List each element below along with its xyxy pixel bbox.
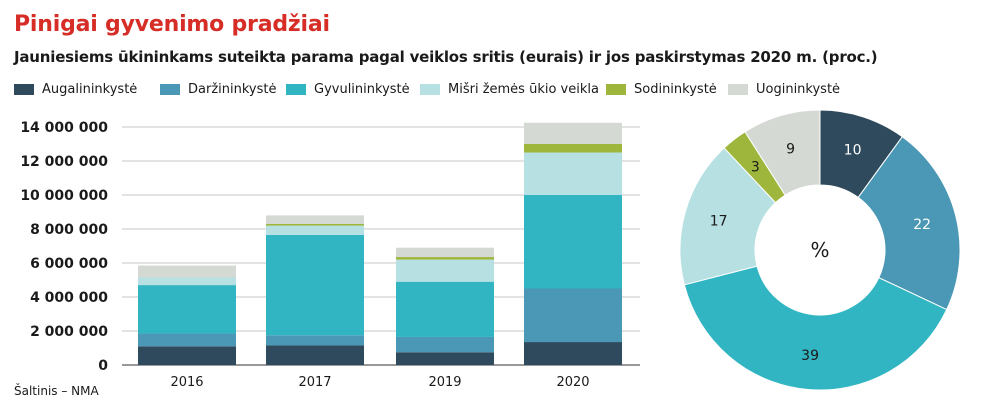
y-tick-label: 4 000 000 bbox=[30, 290, 108, 306]
legend-item-uogininkyste: Uogininkystė bbox=[728, 80, 840, 98]
bar-segment-darzininkyste-2016 bbox=[138, 333, 236, 347]
donut-value-label: 9 bbox=[786, 142, 795, 158]
bar-segment-misri-zemes-ukio-veikla-2019 bbox=[396, 259, 494, 282]
donut-value-label: 22 bbox=[913, 217, 931, 233]
donut-slice-gyvulininkyste bbox=[683, 265, 948, 391]
bar-segment-gyvulininkyste-2017 bbox=[266, 234, 364, 336]
legend-swatch bbox=[14, 83, 34, 95]
bar-segment-uogininkyste-2019 bbox=[396, 247, 494, 258]
legend-label: Uogininkystė bbox=[756, 81, 841, 97]
bar-segment-uogininkyste-2020 bbox=[524, 122, 622, 144]
x-tick-label: 2017 bbox=[298, 375, 331, 390]
legend-item-augalininkyste: Augalininkystė bbox=[14, 80, 137, 98]
y-tick-label: 10 000 000 bbox=[20, 188, 108, 204]
legend-item-misri-zemes-ukio-veikla: Mišri žemės ūkio veikla bbox=[420, 80, 599, 98]
y-tick-label: 0 bbox=[98, 358, 108, 374]
legend-swatch bbox=[606, 83, 626, 95]
bar-segment-darzininkyste-2017 bbox=[266, 335, 364, 346]
donut-slice-darzininkyste bbox=[857, 136, 961, 311]
bar-segment-gyvulininkyste-2019 bbox=[396, 281, 494, 337]
y-tick-label: 8 000 000 bbox=[30, 222, 108, 238]
bar-segment-uogininkyste-2017 bbox=[266, 215, 364, 224]
bar-segment-misri-zemes-ukio-veikla-2017 bbox=[266, 225, 364, 235]
chart-title: Pinigai gyvenimo pradžiai bbox=[14, 12, 330, 37]
legend-label: Gyvulininkystė bbox=[314, 81, 410, 97]
legend-swatch bbox=[728, 83, 748, 95]
chart-subtitle: Jauniesiems ūkininkams suteikta parama p… bbox=[14, 48, 878, 66]
legend-swatch bbox=[420, 83, 440, 95]
y-tick-label: 12 000 000 bbox=[20, 154, 108, 170]
bar-segment-misri-zemes-ukio-veikla-2020 bbox=[524, 152, 622, 195]
legend-label: Augalininkystė bbox=[42, 81, 138, 97]
bar-segment-sodininkyste-2020 bbox=[524, 144, 622, 153]
bar-segment-augalininkyste-2017 bbox=[266, 345, 364, 365]
legend-label: Mišri žemės ūkio veikla bbox=[448, 81, 599, 97]
x-tick-label: 2019 bbox=[428, 375, 461, 390]
bar-segment-gyvulininkyste-2016 bbox=[138, 285, 236, 334]
y-tick-label: 2 000 000 bbox=[30, 324, 108, 340]
legend-swatch bbox=[286, 83, 306, 95]
donut-center-label: % bbox=[810, 238, 829, 262]
bar-segment-gyvulininkyste-2020 bbox=[524, 195, 622, 289]
bar-segment-sodininkyste-2017 bbox=[266, 223, 364, 226]
bar-segment-darzininkyste-2019 bbox=[396, 336, 494, 353]
donut-value-label: 39 bbox=[801, 348, 819, 364]
legend-swatch bbox=[160, 83, 180, 95]
legend-label: Sodininkystė bbox=[634, 81, 717, 97]
legend-label: Daržininkystė bbox=[188, 81, 277, 97]
bar-segment-darzininkyste-2020 bbox=[524, 288, 622, 343]
donut-slice-uogininkyste bbox=[744, 109, 821, 196]
bar-segment-uogininkyste-2016 bbox=[138, 265, 236, 278]
y-tick-label: 6 000 000 bbox=[30, 256, 108, 272]
bar-segment-augalininkyste-2016 bbox=[138, 346, 236, 365]
y-tick-label: 14 000 000 bbox=[20, 120, 108, 136]
bar-segment-augalininkyste-2020 bbox=[524, 342, 622, 365]
donut-slice-misri-zemes-ukio-veikla bbox=[679, 147, 777, 286]
donut-value-label: 3 bbox=[751, 160, 760, 176]
donut-value-label: 10 bbox=[844, 143, 862, 159]
bar-segment-misri-zemes-ukio-veikla-2016 bbox=[138, 277, 236, 286]
legend-item-gyvulininkyste: Gyvulininkystė bbox=[286, 80, 410, 98]
bar-segment-sodininkyste-2019 bbox=[396, 257, 494, 260]
source-note: Šaltinis – NMA bbox=[14, 384, 99, 398]
bar-segment-augalininkyste-2019 bbox=[396, 352, 494, 365]
donut-value-label: 17 bbox=[710, 214, 728, 230]
legend-item-sodininkyste: Sodininkystė bbox=[606, 80, 717, 98]
legend-item-darzininkyste: Daržininkystė bbox=[160, 80, 276, 98]
x-tick-label: 2016 bbox=[170, 375, 203, 390]
x-tick-label: 2020 bbox=[556, 375, 589, 390]
